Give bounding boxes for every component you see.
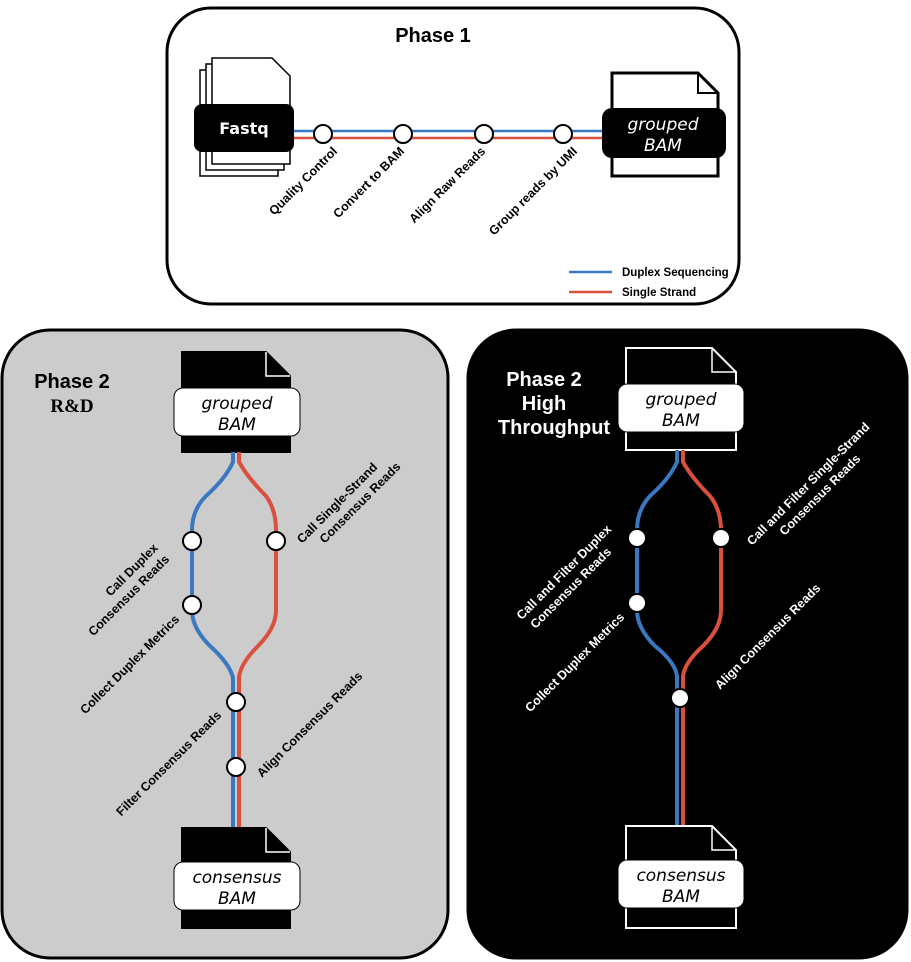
rd-node-filter	[226, 692, 246, 712]
step-node-convert-to-bam	[393, 124, 413, 144]
phase2-ht-panel: Phase 2 High Throughput grouped BAM Call…	[466, 328, 909, 960]
fastq-file: Fastq	[194, 57, 294, 177]
legend: Duplex Sequencing Single Strand	[569, 267, 729, 299]
rd-duplex-path	[190, 452, 235, 828]
ht-node-collect-metrics	[627, 593, 647, 613]
rd-input-line2: BAM	[218, 415, 256, 435]
ht-node-call-duplex	[627, 528, 647, 548]
ht-title-line3: Throughput	[498, 417, 611, 439]
ht-node-call-single	[711, 528, 731, 548]
ht-duplex-path	[635, 450, 679, 826]
rd-node-call-duplex	[182, 531, 202, 551]
phase1-panel: Phase 1 Fastq grouped BAM Quality Contro…	[165, 6, 741, 306]
legend-single-label: Single Strand	[622, 287, 696, 299]
ht-single-path	[681, 450, 723, 826]
step-node-quality-control	[313, 124, 333, 144]
ht-input-line1: grouped	[646, 390, 717, 410]
fastq-label: Fastq	[219, 119, 268, 138]
ht-input-line2: BAM	[662, 411, 700, 431]
phase1-bam-line2: BAM	[644, 136, 682, 156]
rd-title-line1: Phase 2	[34, 371, 110, 393]
step-node-align-raw-reads	[474, 124, 494, 144]
phase2-rd-panel: Phase 2 R&D grouped BAM Call Duplex Cons…	[0, 328, 450, 960]
ht-consensus-bam: consensus BAM	[617, 825, 745, 929]
rd-node-collect-metrics	[182, 595, 202, 615]
ht-node-align	[670, 688, 690, 708]
ht-grouped-bam: grouped BAM	[617, 347, 745, 451]
rd-grouped-bam: grouped BAM	[173, 351, 301, 453]
rd-node-call-single	[266, 531, 286, 551]
phase1-title: Phase 1	[395, 25, 471, 47]
rd-output-line1: consensus	[192, 868, 281, 888]
phase1-bam-line1: grouped	[628, 115, 699, 135]
step-node-group-reads	[553, 124, 573, 144]
ht-output-line2: BAM	[662, 887, 700, 907]
ht-output-line1: consensus	[636, 866, 725, 886]
rd-consensus-bam: consensus BAM	[173, 827, 301, 929]
rd-single-path	[237, 452, 278, 828]
legend-duplex-label: Duplex Sequencing	[622, 267, 729, 279]
rd-input-line1: grouped	[202, 394, 273, 414]
phase1-grouped-bam: grouped BAM	[602, 71, 726, 178]
ht-title-line2: High	[522, 393, 566, 415]
rd-node-align	[226, 757, 246, 777]
rd-title-line2: R&D	[50, 396, 93, 417]
rd-output-line2: BAM	[218, 889, 256, 909]
ht-title-line1: Phase 2	[506, 369, 582, 391]
